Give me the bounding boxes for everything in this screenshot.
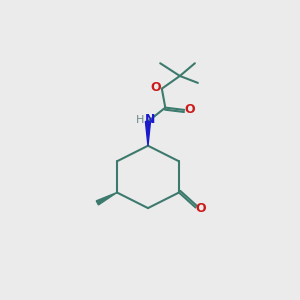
Text: O: O [195, 202, 206, 215]
Polygon shape [96, 193, 117, 205]
Polygon shape [146, 122, 151, 146]
Text: H: H [136, 115, 145, 124]
Text: N: N [145, 113, 155, 126]
Text: O: O [184, 103, 195, 116]
Text: O: O [150, 81, 161, 94]
